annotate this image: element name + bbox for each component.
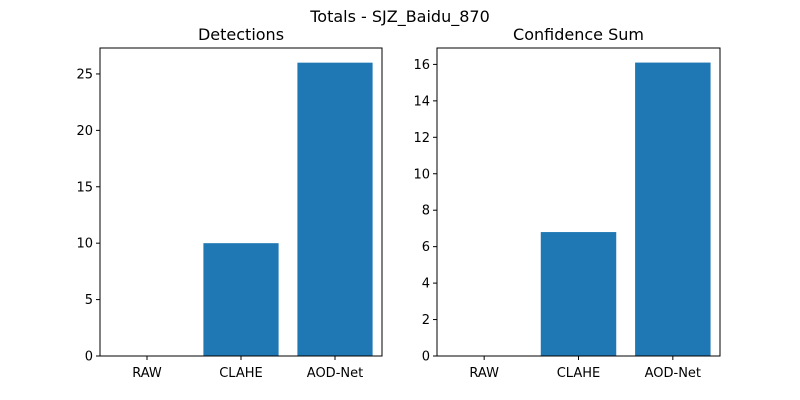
y-tick-label: 10 [76, 237, 93, 252]
chart-confidence-sum: Confidence Sum RAW CLAHE AOD-Net 0 2 4 6 8 10 12 1… [413, 25, 721, 381]
bar-clahe [540, 232, 617, 356]
chart-title: Confidence Sum [513, 25, 644, 44]
x-tick-label: CLAHE [557, 366, 601, 381]
y-tick-label: 6 [422, 240, 430, 255]
bar-aod-net [297, 62, 373, 357]
x-tick-label: RAW [469, 366, 499, 381]
y-tick-label: 0 [85, 350, 93, 365]
y-tick-label: 5 [85, 293, 93, 308]
chart-detections: Detections RAW CLAHE AOD-Net 0 5 10 15 20 25 [76, 25, 383, 381]
y-tick-label: 0 [422, 350, 430, 365]
x-tick-label: AOD-Net [307, 366, 363, 381]
y-tick-label: 14 [413, 94, 430, 109]
y-tick-label: 4 [422, 277, 430, 292]
x-tick-label: AOD-Net [645, 366, 701, 381]
y-tick-label: 15 [76, 180, 93, 195]
x-tick-label: CLAHE [219, 366, 263, 381]
y-tick-label: 2 [422, 313, 430, 328]
y-tick-label: 20 [76, 124, 93, 139]
y-tick-label: 12 [413, 131, 430, 146]
figure-title: Totals - SJZ_Baidu_870 [309, 7, 490, 27]
y-tick-label: 25 [76, 67, 93, 82]
x-tick-label: RAW [132, 366, 162, 381]
chart-title: Detections [198, 25, 284, 44]
y-tick-label: 10 [413, 167, 430, 182]
y-tick-label: 8 [422, 204, 430, 219]
y-tick-label: 16 [413, 58, 430, 73]
bar-aod-net [635, 62, 711, 356]
bar-clahe [203, 243, 279, 356]
